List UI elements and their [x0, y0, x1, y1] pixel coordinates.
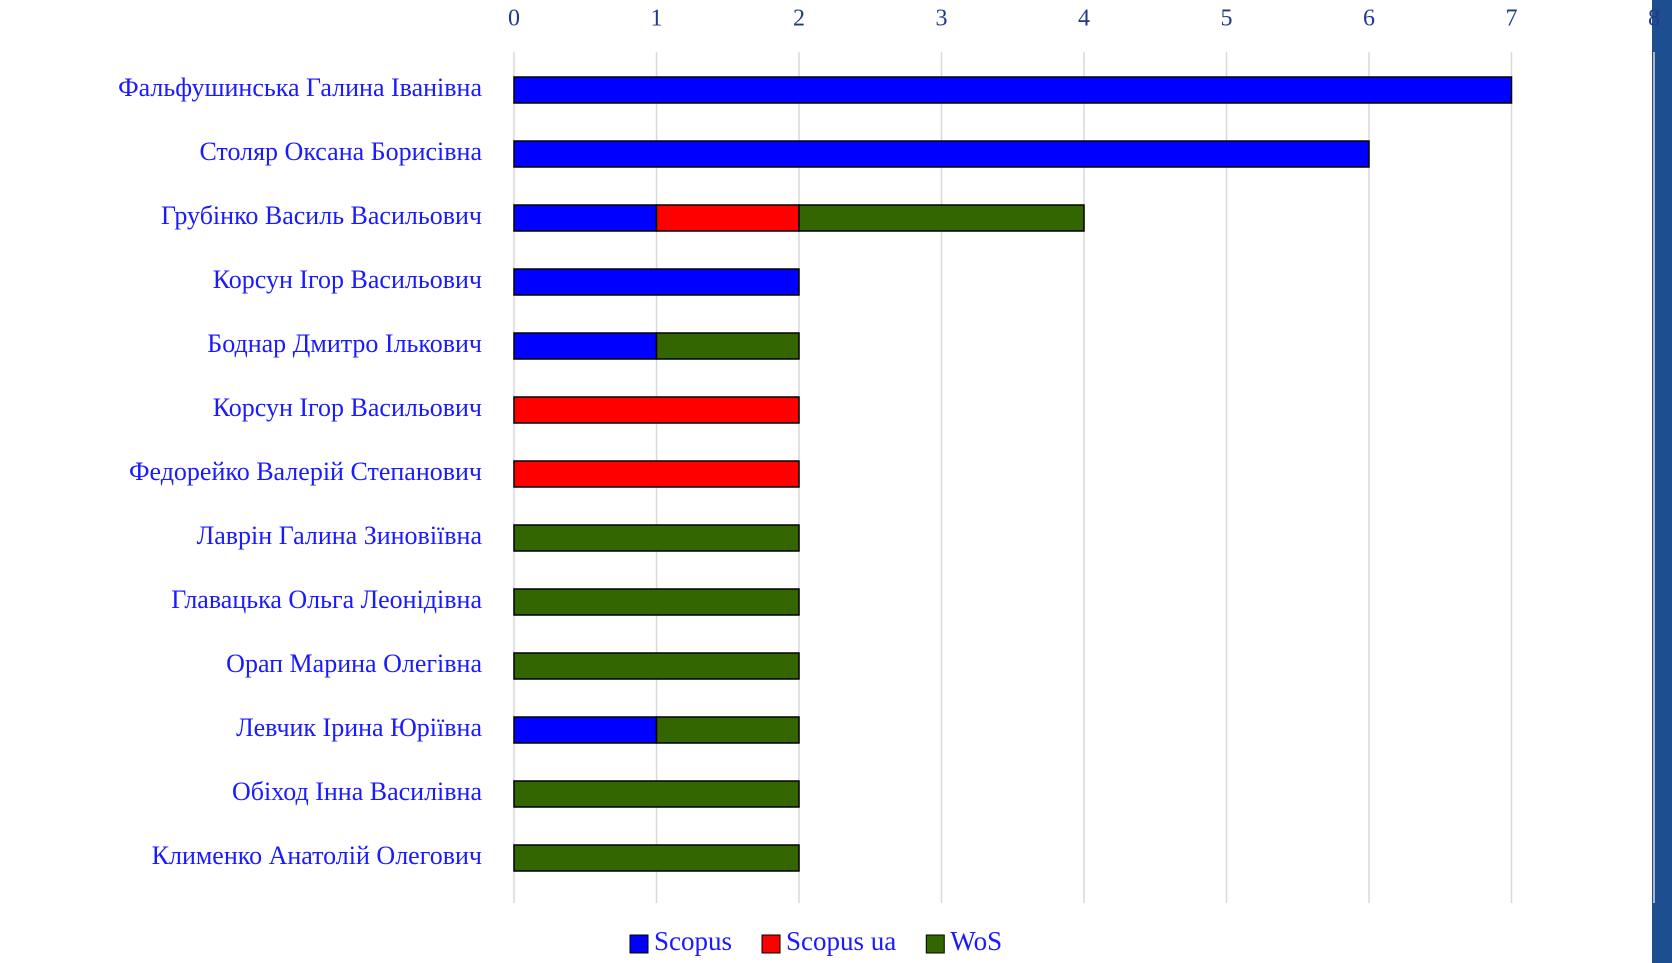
bar-segment — [514, 845, 799, 871]
legend-label: Scopus — [654, 926, 732, 956]
legend-label: WoS — [950, 926, 1002, 956]
y-tick-label: Обіход Інна Василівна — [232, 777, 482, 806]
bar-segment — [514, 333, 657, 359]
y-tick-label: Федорейко Валерій Степанович — [129, 457, 482, 486]
y-tick-label: Боднар Дмитро Ількович — [207, 329, 482, 358]
bar-segment — [514, 653, 799, 679]
legend-swatch — [926, 935, 944, 953]
y-tick-label: Левчик Ірина Юріївна — [236, 713, 482, 742]
labels: 0 1 2 3 4 5 6 7 8 Фальфушинська Галина Іванівна Ст… — [118, 6, 1660, 870]
bar-segment — [514, 269, 799, 295]
bars — [514, 77, 1512, 871]
y-tick-label: Корсун Ігор Васильович — [213, 393, 482, 422]
bar-segment — [514, 589, 799, 615]
x-tick-label: 3 — [936, 6, 948, 32]
legend-label: Scopus ua — [786, 926, 896, 956]
y-tick-label: Лаврін Галина Зиновіївна — [197, 521, 483, 550]
x-tick-label: 1 — [651, 6, 663, 32]
bar-segment — [657, 205, 800, 231]
y-tick-label: Фальфушинська Галина Іванівна — [118, 73, 482, 102]
bar-segment — [514, 77, 1512, 103]
legend: Scopus Scopus ua WoS — [630, 926, 1002, 956]
legend-swatch — [762, 935, 780, 953]
chart: 0 1 2 3 4 5 6 7 8 Фальфушинська Галина Іванівна Ст… — [0, 0, 1672, 963]
page: 0 1 2 3 4 5 6 7 8 Фальфушинська Галина Іванівна Ст… — [0, 0, 1672, 963]
bar-segment — [514, 397, 799, 423]
y-tick-label: Клименко Анатолій Олегович — [152, 841, 482, 870]
x-tick-label: 6 — [1363, 6, 1375, 32]
bar-segment — [657, 333, 800, 359]
bar-segment — [514, 141, 1369, 167]
bar-segment — [514, 717, 657, 743]
x-tick-label: 4 — [1078, 6, 1090, 32]
legend-swatch — [630, 935, 648, 953]
bar-segment — [799, 205, 1084, 231]
y-tick-label: Главацька Ольга Леонідівна — [171, 585, 482, 614]
x-tick-label: 5 — [1221, 6, 1233, 32]
y-tick-label: Корсун Ігор Васильович — [213, 265, 482, 294]
bar-segment — [514, 781, 799, 807]
x-tick-label: 0 — [508, 6, 520, 32]
bar-segment — [514, 525, 799, 551]
y-tick-label: Орап Марина Олегівна — [226, 649, 482, 678]
decor-strip — [1652, 0, 1672, 963]
bar-segment — [514, 205, 657, 231]
bar-segment — [514, 461, 799, 487]
x-tick-label: 8 — [1648, 6, 1660, 32]
y-tick-label: Столяр Оксана Борисівна — [199, 137, 482, 166]
x-tick-label: 2 — [793, 6, 805, 32]
y-tick-label: Грубінко Василь Васильович — [161, 201, 482, 230]
bar-segment — [657, 717, 800, 743]
x-tick-label: 7 — [1506, 6, 1518, 32]
